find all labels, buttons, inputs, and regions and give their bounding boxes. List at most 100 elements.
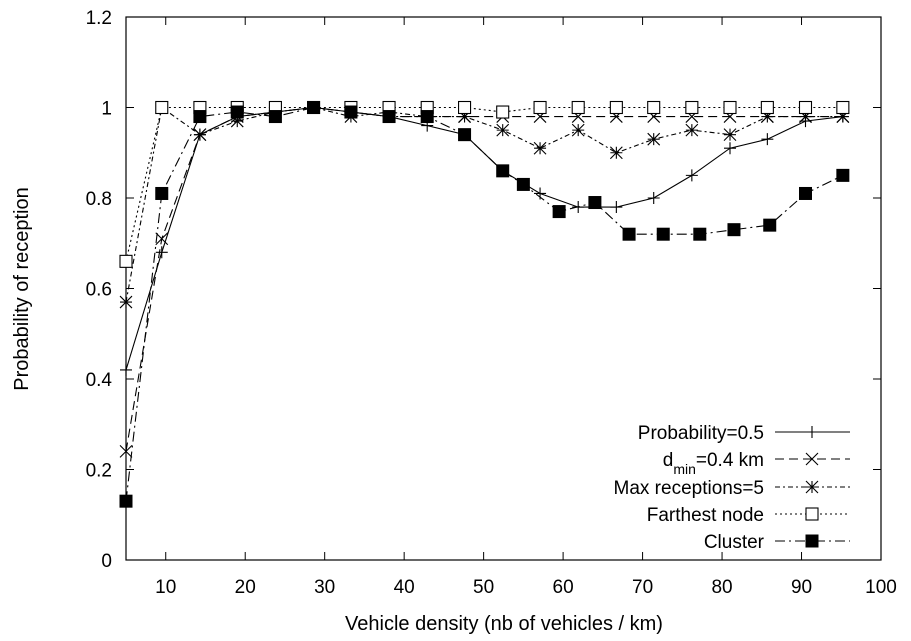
legend-item: dmin=0.4 km <box>663 450 850 477</box>
data-point <box>155 186 169 200</box>
legend-label: Max receptions=5 <box>614 478 765 499</box>
series-line <box>125 106 844 502</box>
x-axis-label: Vehicle density (nb of vehicles / km) <box>345 613 663 635</box>
data-point <box>230 105 244 119</box>
data-point <box>458 128 472 142</box>
series-line <box>125 106 843 371</box>
x-tick-label: 10 <box>155 577 176 598</box>
data-point <box>761 133 774 146</box>
series-group <box>119 100 850 508</box>
data-point <box>533 141 547 155</box>
series-line <box>125 106 843 303</box>
data-point <box>496 164 510 178</box>
data-point <box>610 201 623 214</box>
y-tick-label: 0.2 <box>86 461 112 482</box>
y-tick-label: 0.4 <box>86 370 113 391</box>
plot-frame <box>125 16 882 561</box>
data-point <box>656 227 670 241</box>
series <box>119 101 850 309</box>
data-point <box>622 227 636 241</box>
data-point <box>155 100 169 115</box>
data-point <box>571 100 585 115</box>
data-point <box>723 100 737 115</box>
data-point <box>805 507 819 521</box>
legend-label: Farthest node <box>647 505 764 526</box>
series-line <box>125 106 843 262</box>
data-point <box>516 177 530 191</box>
data-point <box>307 101 321 114</box>
data-point <box>496 105 510 119</box>
y-tick-label: 0 <box>101 551 112 572</box>
series <box>119 101 850 508</box>
data-point <box>685 169 698 182</box>
data-point <box>588 196 602 210</box>
legend-label: Probability=0.5 <box>638 423 764 444</box>
x-tick-label: 90 <box>791 577 812 598</box>
legend-item: Cluster <box>704 532 850 553</box>
data-point <box>647 100 661 115</box>
data-point <box>155 246 168 259</box>
data-point <box>571 123 585 137</box>
x-tick-label: 60 <box>553 577 574 598</box>
data-point <box>119 494 133 508</box>
data-point <box>119 254 133 268</box>
series-line <box>125 106 843 452</box>
data-point <box>458 110 471 123</box>
data-point <box>685 123 699 137</box>
data-point <box>798 100 813 115</box>
data-point <box>268 110 282 124</box>
x-tick-label: 50 <box>473 577 494 598</box>
data-point <box>763 218 777 232</box>
data-point <box>799 186 812 200</box>
data-point <box>760 110 774 123</box>
data-point <box>496 123 510 137</box>
series <box>120 101 849 376</box>
data-point <box>155 232 169 246</box>
x-tick-label: 100 <box>865 577 897 598</box>
legend-item: Farthest node <box>647 505 850 526</box>
data-point <box>120 363 132 376</box>
x-tick-label: 20 <box>235 577 256 598</box>
x-tick-label: 80 <box>711 577 732 598</box>
data-point <box>119 295 133 309</box>
x-tick-label: 30 <box>314 577 335 598</box>
data-point <box>836 110 850 123</box>
series <box>119 100 850 268</box>
legend-item: Probability=0.5 <box>638 423 850 444</box>
data-point <box>806 426 818 438</box>
data-point <box>609 100 623 115</box>
data-point <box>685 100 699 115</box>
data-point <box>119 445 133 458</box>
x-tick-label: 70 <box>632 577 653 598</box>
data-point <box>760 100 774 115</box>
legend-item: Max receptions=5 <box>614 478 850 499</box>
y-tick-label: 0.6 <box>86 280 112 301</box>
data-point <box>693 227 707 241</box>
data-point <box>344 105 358 119</box>
data-point <box>727 223 741 237</box>
data-point <box>458 100 472 115</box>
data-point <box>836 100 850 115</box>
data-point <box>805 452 819 466</box>
data-point <box>724 142 736 155</box>
x-tick-label: 40 <box>394 577 415 598</box>
data-point <box>609 146 623 160</box>
axis-ticks: 10 20 30 40 50 60 70 80 90 100 0 0.2 0.4 0.6 0.8 1 1.2 <box>86 8 897 598</box>
data-point <box>193 128 207 142</box>
legend-label: dmin=0.4 km <box>663 450 764 477</box>
data-point <box>382 110 396 124</box>
data-point <box>552 205 566 219</box>
data-point <box>805 480 819 494</box>
data-point <box>805 534 819 548</box>
data-point <box>836 168 850 182</box>
data-point <box>647 192 660 204</box>
data-point <box>799 110 812 123</box>
data-point <box>193 110 207 124</box>
y-tick-label: 1.2 <box>86 8 112 29</box>
series <box>119 101 850 458</box>
y-tick-label: 1 <box>101 99 112 120</box>
data-point <box>723 128 737 142</box>
